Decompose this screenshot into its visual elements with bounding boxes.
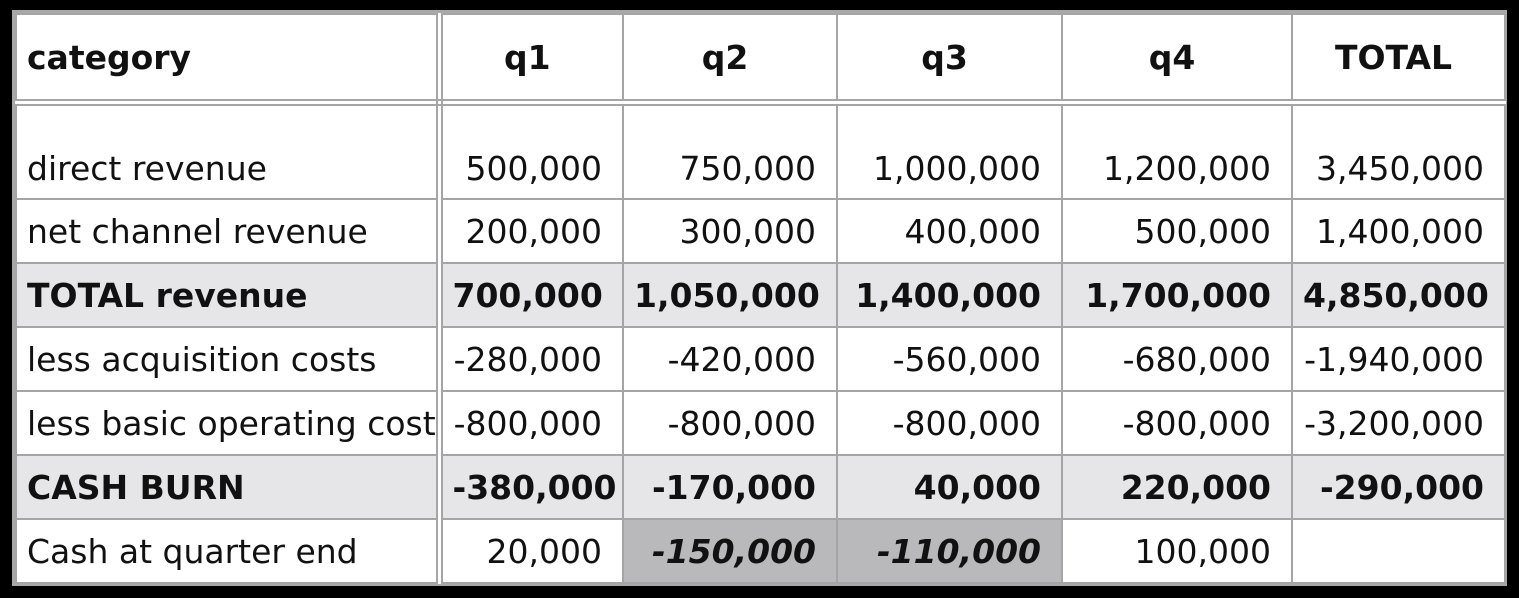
cell-q2: -800,000 <box>622 390 838 456</box>
cell-total: -1,940,000 <box>1291 326 1506 392</box>
cell-q3: -560,000 <box>836 326 1063 392</box>
column-header-total: TOTAL <box>1291 13 1506 106</box>
cell-q2-highlighted: -150,000 <box>622 518 838 584</box>
row-label: less basic operating costs <box>15 390 443 456</box>
cell-q1: -280,000 <box>438 326 624 392</box>
table-frame: category q1 q2 q3 q4 TOTAL direct revenu… <box>12 10 1507 586</box>
cell-q1: 700,000 <box>438 262 624 328</box>
column-header-q2: q2 <box>622 13 838 106</box>
cell-q1: -800,000 <box>438 390 624 456</box>
cell-q4: 500,000 <box>1061 198 1293 264</box>
table-row-net-channel-revenue: net channel revenue 200,000 300,000 400,… <box>15 198 1506 264</box>
cell-total: 1,400,000 <box>1291 198 1506 264</box>
cell-q2: 750,000 <box>622 101 838 200</box>
cell-q4: 1,700,000 <box>1061 262 1293 328</box>
cell-total <box>1291 518 1506 584</box>
cell-q3: 1,000,000 <box>836 101 1063 200</box>
cell-q1: -380,000 <box>438 454 624 520</box>
row-label: TOTAL revenue <box>15 262 443 328</box>
column-header-category: category <box>15 13 443 106</box>
column-header-q3: q3 <box>836 13 1063 106</box>
table-row-direct-revenue: direct revenue 500,000 750,000 1,000,000… <box>15 101 1506 200</box>
cell-q2: 1,050,000 <box>622 262 838 328</box>
header-row: category q1 q2 q3 q4 TOTAL <box>15 13 1506 106</box>
table-row-total-revenue: TOTAL revenue 700,000 1,050,000 1,400,00… <box>15 262 1506 328</box>
cell-q4: 220,000 <box>1061 454 1293 520</box>
cell-q1: 200,000 <box>438 198 624 264</box>
cell-q2: -420,000 <box>622 326 838 392</box>
cell-q1: 500,000 <box>438 101 624 200</box>
cell-q3-highlighted: -110,000 <box>836 518 1063 584</box>
table-row-acquisition-costs: less acquisition costs -280,000 -420,000… <box>15 326 1506 392</box>
cell-q2: -170,000 <box>622 454 838 520</box>
cell-q3: 40,000 <box>836 454 1063 520</box>
cell-q4: -800,000 <box>1061 390 1293 456</box>
row-label: net channel revenue <box>15 198 443 264</box>
row-label: Cash at quarter end <box>15 518 443 584</box>
row-label: CASH BURN <box>15 454 443 520</box>
financial-table: category q1 q2 q3 q4 TOTAL direct revenu… <box>15 13 1506 584</box>
cell-q3: 400,000 <box>836 198 1063 264</box>
table-row-cash-at-quarter-end: Cash at quarter end 20,000 -150,000 -110… <box>15 518 1506 584</box>
table-row-cash-burn: CASH BURN -380,000 -170,000 40,000 220,0… <box>15 454 1506 520</box>
cell-total: -3,200,000 <box>1291 390 1506 456</box>
cell-q4: -680,000 <box>1061 326 1293 392</box>
column-header-q1: q1 <box>438 13 624 106</box>
cell-q4: 100,000 <box>1061 518 1293 584</box>
row-label: less acquisition costs <box>15 326 443 392</box>
cell-q3: 1,400,000 <box>836 262 1063 328</box>
cell-q2: 300,000 <box>622 198 838 264</box>
row-label: direct revenue <box>15 101 443 200</box>
cell-total: 4,850,000 <box>1291 262 1506 328</box>
cell-q4: 1,200,000 <box>1061 101 1293 200</box>
column-header-q4: q4 <box>1061 13 1293 106</box>
cell-total: -290,000 <box>1291 454 1506 520</box>
cell-q3: -800,000 <box>836 390 1063 456</box>
table-row-operating-costs: less basic operating costs -800,000 -800… <box>15 390 1506 456</box>
cell-total: 3,450,000 <box>1291 101 1506 200</box>
cell-q1: 20,000 <box>438 518 624 584</box>
